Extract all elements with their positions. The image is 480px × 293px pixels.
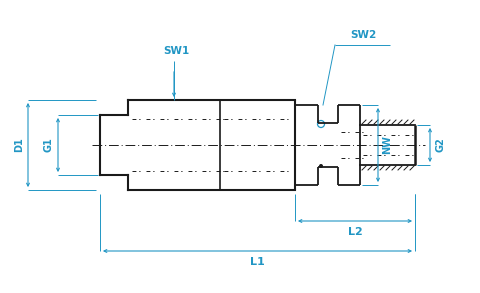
Text: SW2: SW2	[350, 30, 376, 40]
Text: L2: L2	[348, 227, 362, 237]
Text: G1: G1	[44, 138, 54, 152]
Circle shape	[319, 164, 323, 168]
Text: G2: G2	[435, 138, 445, 152]
Text: SW1: SW1	[163, 46, 189, 56]
Text: NW: NW	[382, 136, 392, 154]
Text: L1: L1	[250, 257, 265, 267]
Text: D1: D1	[14, 138, 24, 152]
